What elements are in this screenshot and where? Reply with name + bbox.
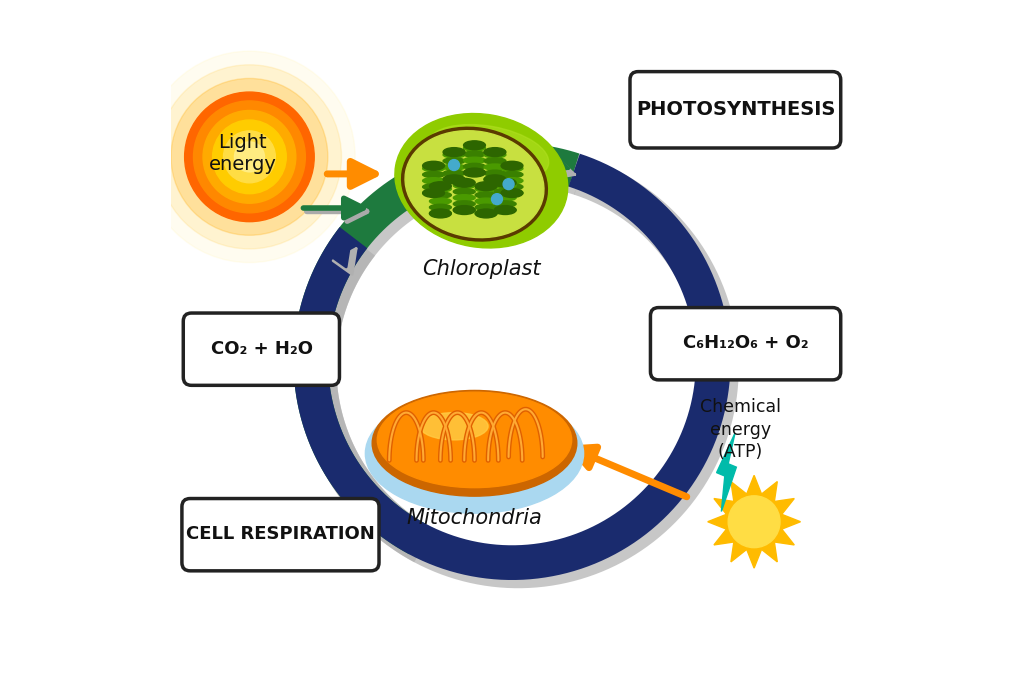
Ellipse shape <box>495 207 516 213</box>
Ellipse shape <box>475 211 497 217</box>
FancyBboxPatch shape <box>183 313 339 385</box>
Ellipse shape <box>454 188 475 195</box>
Ellipse shape <box>372 390 577 496</box>
Circle shape <box>223 131 275 183</box>
Ellipse shape <box>464 169 485 176</box>
Text: CO₂ + H₂O: CO₂ + H₂O <box>211 340 312 357</box>
Ellipse shape <box>484 176 506 182</box>
Circle shape <box>234 142 264 172</box>
Circle shape <box>184 92 314 222</box>
Ellipse shape <box>495 195 516 201</box>
Ellipse shape <box>464 158 485 163</box>
Ellipse shape <box>495 179 516 188</box>
Ellipse shape <box>420 413 488 440</box>
Ellipse shape <box>484 148 506 157</box>
Ellipse shape <box>443 158 465 164</box>
Ellipse shape <box>443 176 465 182</box>
Ellipse shape <box>484 170 506 177</box>
Ellipse shape <box>475 209 497 218</box>
Ellipse shape <box>454 201 475 207</box>
Ellipse shape <box>423 177 444 184</box>
Circle shape <box>213 120 287 194</box>
Ellipse shape <box>501 177 523 184</box>
FancyBboxPatch shape <box>630 72 841 148</box>
Text: Chloroplast: Chloroplast <box>422 259 541 280</box>
Text: C₆H₁₂O₆ + O₂: C₆H₁₂O₆ + O₂ <box>683 334 809 352</box>
Ellipse shape <box>495 182 516 189</box>
Ellipse shape <box>443 170 465 177</box>
Ellipse shape <box>495 206 516 214</box>
Ellipse shape <box>429 211 452 217</box>
Ellipse shape <box>501 190 523 196</box>
Text: Chemical
energy
(ATP): Chemical energy (ATP) <box>700 398 781 461</box>
Ellipse shape <box>429 198 452 205</box>
Ellipse shape <box>443 164 465 170</box>
Ellipse shape <box>423 183 444 190</box>
Ellipse shape <box>454 179 475 188</box>
Circle shape <box>449 160 460 170</box>
Ellipse shape <box>464 164 485 169</box>
Ellipse shape <box>377 392 571 488</box>
Ellipse shape <box>464 151 485 158</box>
Circle shape <box>503 179 514 190</box>
Ellipse shape <box>423 171 444 177</box>
Ellipse shape <box>501 162 523 170</box>
Circle shape <box>492 194 503 205</box>
Ellipse shape <box>429 205 452 211</box>
Ellipse shape <box>475 198 497 205</box>
Ellipse shape <box>501 165 523 171</box>
Ellipse shape <box>443 148 465 157</box>
Ellipse shape <box>501 171 523 177</box>
Ellipse shape <box>395 113 567 248</box>
Polygon shape <box>717 433 736 512</box>
Ellipse shape <box>406 131 544 237</box>
Text: PHOTOSYNTHESIS: PHOTOSYNTHESIS <box>636 100 836 119</box>
Circle shape <box>728 496 780 548</box>
Text: CELL RESPIRATION: CELL RESPIRATION <box>185 525 375 543</box>
Ellipse shape <box>484 158 506 164</box>
Ellipse shape <box>484 152 506 158</box>
Circle shape <box>203 110 296 203</box>
Circle shape <box>143 51 355 263</box>
Ellipse shape <box>454 195 475 201</box>
Ellipse shape <box>423 189 444 198</box>
Ellipse shape <box>475 205 497 211</box>
Ellipse shape <box>429 182 452 191</box>
Ellipse shape <box>454 206 475 214</box>
Ellipse shape <box>484 175 506 183</box>
Ellipse shape <box>464 168 485 177</box>
Ellipse shape <box>475 186 497 192</box>
Ellipse shape <box>401 128 548 241</box>
Ellipse shape <box>423 165 444 171</box>
Polygon shape <box>708 475 801 568</box>
Ellipse shape <box>475 182 497 191</box>
Ellipse shape <box>454 182 475 189</box>
Circle shape <box>158 65 341 249</box>
Ellipse shape <box>484 164 506 170</box>
Ellipse shape <box>429 192 452 198</box>
Ellipse shape <box>429 209 452 218</box>
Ellipse shape <box>501 183 523 190</box>
Ellipse shape <box>475 192 497 198</box>
Ellipse shape <box>464 140 485 149</box>
Ellipse shape <box>429 186 452 192</box>
Text: Light
energy: Light energy <box>209 133 276 174</box>
Ellipse shape <box>443 175 465 183</box>
Ellipse shape <box>501 189 523 198</box>
Ellipse shape <box>423 190 444 196</box>
Ellipse shape <box>495 201 516 207</box>
Ellipse shape <box>454 207 475 213</box>
Ellipse shape <box>366 394 584 514</box>
Ellipse shape <box>464 145 485 151</box>
Ellipse shape <box>423 162 444 170</box>
Ellipse shape <box>443 152 465 158</box>
Circle shape <box>194 101 305 213</box>
Circle shape <box>171 78 328 235</box>
FancyBboxPatch shape <box>650 308 841 380</box>
Ellipse shape <box>495 188 516 195</box>
Text: Mitochondria: Mitochondria <box>407 508 543 529</box>
Ellipse shape <box>427 125 549 182</box>
FancyBboxPatch shape <box>182 499 379 571</box>
